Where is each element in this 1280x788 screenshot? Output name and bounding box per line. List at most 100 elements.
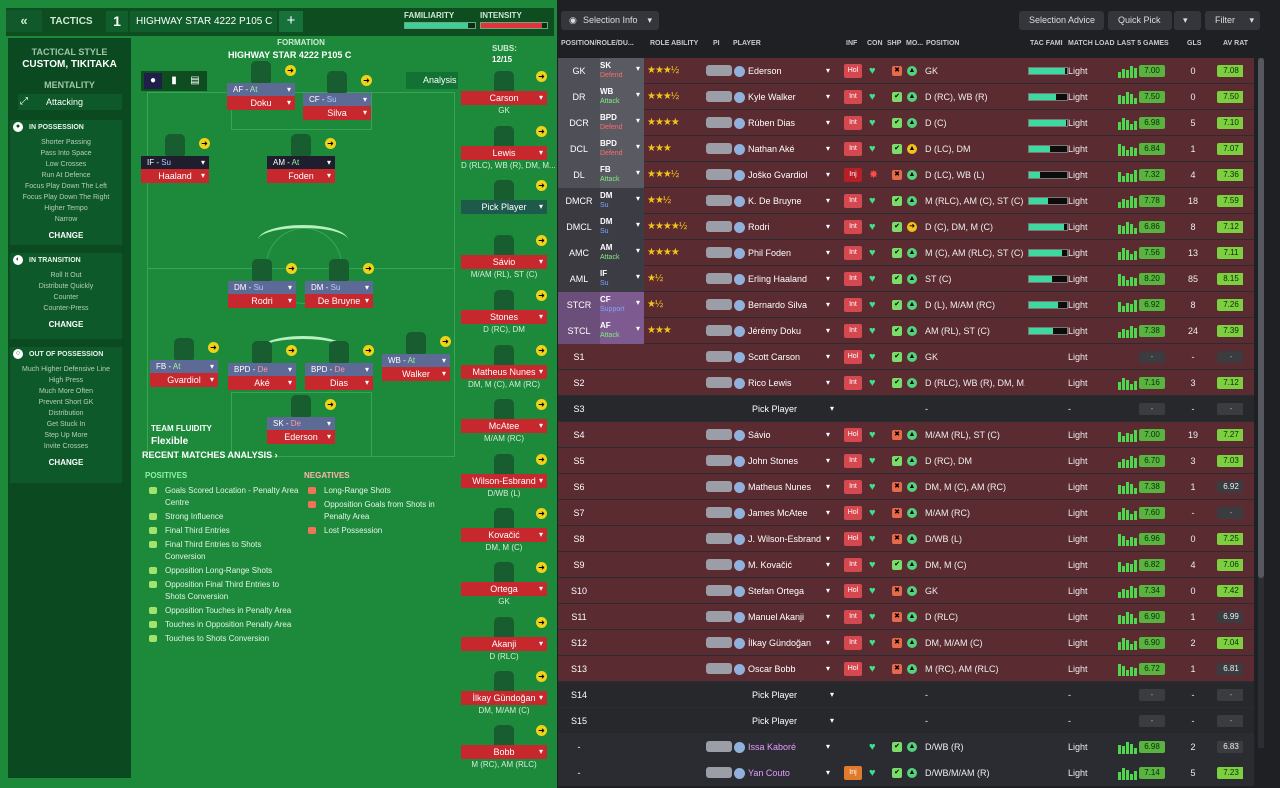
player-name-cell[interactable]: Manuel Akanji: [734, 604, 840, 630]
out-of-possession-change-button[interactable]: CHANGE: [48, 458, 84, 467]
role-duty[interactable]: IF Su: [600, 266, 644, 292]
col-inf[interactable]: INF: [846, 40, 858, 47]
role-duty[interactable]: [600, 552, 644, 578]
table-row[interactable]: S1 Scott Carson ▾ Hol ♥ ✔ ▲ GK Light - - -: [558, 344, 1254, 370]
player-name-cell[interactable]: Rúben Dias: [734, 110, 840, 136]
chevron-down-icon[interactable]: ▾: [826, 352, 831, 361]
sub-slot[interactable]: İlkay GündoğanDM, M/AM (C): [461, 691, 547, 715]
pitch-player-slot[interactable]: IF - SuHaaland: [141, 156, 209, 183]
sub-slot[interactable]: SávioM/AM (RL), ST (C): [461, 255, 547, 279]
sub-slot[interactable]: StonesD (RC), DM: [461, 310, 547, 334]
table-row[interactable]: DMCL DM Su ▾ ★★★★½ Rodri ▾ Int ♥ ✔ ➜ D (C), DM, M (…: [558, 214, 1254, 240]
role-duty[interactable]: SK Defend: [600, 58, 644, 84]
sub-slot[interactable]: KovačićDM, M (C): [461, 528, 547, 552]
pitch-view-icon[interactable]: ▤: [190, 75, 200, 86]
player-name-cell[interactable]: Jérémy Doku: [734, 318, 840, 344]
player-instructions-icon[interactable]: [706, 325, 732, 336]
info-view-icon[interactable]: ●: [144, 73, 162, 89]
sub-slot[interactable]: Wilson-EsbrandD/WB (L): [461, 474, 547, 498]
role-duty[interactable]: CF Support: [600, 292, 644, 318]
player-name[interactable]: Walker: [382, 367, 450, 381]
player-instructions-icon[interactable]: [706, 91, 732, 102]
chevron-down-icon[interactable]: ▾: [826, 300, 831, 309]
player-name[interactable]: James McAtee: [748, 508, 808, 518]
player-name[interactable]: Pick Player: [752, 690, 798, 700]
role-chevron-icon[interactable]: ▾: [636, 64, 641, 73]
player-name-cell[interactable]: Sávio: [734, 422, 840, 448]
player-name-cell[interactable]: Pick Player: [752, 708, 858, 734]
sub-name[interactable]: Bobb: [461, 745, 547, 759]
table-row[interactable]: DMCR DM Su ▾ ★★½ K. De Bruyne ▾ Int ♥ ✔ ▲ M (RLC), …: [558, 188, 1254, 214]
chevron-down-icon[interactable]: ▾: [826, 66, 831, 75]
role-duty[interactable]: AF Attack: [600, 318, 644, 344]
table-row[interactable]: DR WB Attack ▾ ★★★½ Kyle Walker ▾ Int ♥ ✔ ▲ D (RC),…: [558, 84, 1254, 110]
player-name[interactable]: Dias: [305, 376, 373, 390]
pitch-player-slot[interactable]: WB - AtWalker: [382, 354, 450, 381]
player-name[interactable]: Scott Carson: [748, 352, 801, 362]
col-pos[interactable]: POSITION: [926, 40, 960, 47]
table-row[interactable]: GK SK Defend ▾ ★★★½ Ederson ▾ Hol ♥ ✖ ▲ GK Light 7.00…: [558, 58, 1254, 84]
player-name-cell[interactable]: İlkay Gündoğan: [734, 630, 840, 656]
chevron-down-icon[interactable]: ▾: [830, 716, 835, 725]
player-name[interactable]: Oscar Bobb: [748, 664, 796, 674]
pitch-player-slot[interactable]: DM - SuDe Bruyne: [305, 281, 373, 308]
chevron-down-icon[interactable]: ▾: [826, 664, 831, 673]
player-name[interactable]: Bernardo Silva: [748, 300, 808, 310]
role-duty[interactable]: BPD Defend: [600, 110, 644, 136]
player-name-cell[interactable]: Stefan Ortega: [734, 578, 840, 604]
player-name-cell[interactable]: Issa Kaboré: [734, 734, 840, 760]
table-row[interactable]: DCR BPD Defend ▾ ★★★★ Rúben Dias ▾ Int ♥ ✔ ▲ D (C) L…: [558, 110, 1254, 136]
player-name[interactable]: Ederson: [267, 430, 335, 444]
player-instructions-icon[interactable]: [706, 767, 732, 778]
sub-slot[interactable]: BobbM (RC), AM (RLC): [461, 745, 547, 769]
role-duty[interactable]: BPD Defend: [600, 136, 644, 162]
role-chevron-icon[interactable]: ▾: [636, 90, 641, 99]
tactic-number[interactable]: 1: [106, 11, 128, 32]
role-duty[interactable]: [600, 500, 644, 526]
sub-name[interactable]: Matheus Nunes: [461, 365, 547, 379]
sub-slot[interactable]: McAteeM/AM (RC): [461, 419, 547, 443]
chevron-down-icon[interactable]: ▾: [826, 768, 831, 777]
player-name[interactable]: Haaland: [141, 169, 209, 183]
player-instructions-icon[interactable]: [706, 117, 732, 128]
player-role-duty[interactable]: WB - At: [382, 354, 450, 367]
player-name[interactable]: Pick Player: [752, 404, 798, 414]
table-row[interactable]: - Yan Couto ▾ Inj ♥ ✔ ▲ D/WB/M/AM (R) Light 7.14 5…: [558, 760, 1254, 786]
player-role-duty[interactable]: AF - At: [227, 83, 295, 96]
selection-info-button[interactable]: ◉ Selection Info ▾: [561, 11, 659, 30]
player-name[interactable]: Stefan Ortega: [748, 586, 805, 596]
pitch-player-slot[interactable]: AM - AtFoden: [267, 156, 335, 183]
chevron-down-icon[interactable]: ▾: [826, 196, 831, 205]
role-duty[interactable]: [600, 344, 644, 370]
player-name[interactable]: Silva: [303, 106, 371, 120]
table-row[interactable]: S11 Manuel Akanji ▾ Int ♥ ✖ ▲ D (RLC) Light 6.90 1…: [558, 604, 1254, 630]
player-role-duty[interactable]: AM - At: [267, 156, 335, 169]
chevron-down-icon[interactable]: ▾: [826, 742, 831, 751]
table-row[interactable]: - Issa Kaboré ▾ ♥ ✔ ▲ D/WB (R) Light 6.98 2 6.83: [558, 734, 1254, 760]
table-scrollbar[interactable]: [1258, 58, 1264, 748]
player-instructions-icon[interactable]: [706, 429, 732, 440]
table-row[interactable]: AMC AM Attack ▾ ★★★★ Phil Foden ▾ Int ♥ ✔ ▲ M (C), …: [558, 240, 1254, 266]
player-name[interactable]: M. Kovačić: [748, 560, 793, 570]
sub-name[interactable]: Wilson-Esbrand: [461, 474, 547, 488]
sub-slot[interactable]: Matheus NunesDM, M (C), AM (RC): [461, 365, 547, 389]
player-instructions-icon[interactable]: [706, 741, 732, 752]
tactical-style-select[interactable]: CUSTOM, TIKITAKA: [22, 59, 117, 70]
player-name-cell[interactable]: Kyle Walker: [734, 84, 840, 110]
role-duty[interactable]: [600, 630, 644, 656]
player-name-cell[interactable]: Bernardo Silva: [734, 292, 840, 318]
player-instructions-icon[interactable]: [706, 143, 732, 154]
table-row[interactable]: S4 Sávio ▾ Hol ♥ ✖ ▲ M/AM (RL), ST (C) Light 7.00…: [558, 422, 1254, 448]
player-role-duty[interactable]: IF - Su: [141, 156, 209, 169]
role-chevron-icon[interactable]: ▾: [636, 116, 641, 125]
pitch-player-slot[interactable]: CF - SuSilva: [303, 93, 371, 120]
player-instructions-icon[interactable]: [706, 455, 732, 466]
player-name[interactable]: Jérémy Doku: [748, 326, 802, 336]
col-role-ability[interactable]: ROLE ABILITY: [650, 40, 699, 47]
table-row[interactable]: S12 İlkay Gündoğan ▾ Int ♥ ✖ ▲ DM, M/AM (C) Ligh…: [558, 630, 1254, 656]
role-chevron-icon[interactable]: ▾: [636, 220, 641, 229]
role-duty[interactable]: [600, 578, 644, 604]
player-name[interactable]: Yan Couto: [748, 768, 790, 778]
chevron-down-icon[interactable]: ▾: [826, 170, 831, 179]
pitch-player-slot[interactable]: AF - AtDoku: [227, 83, 295, 110]
